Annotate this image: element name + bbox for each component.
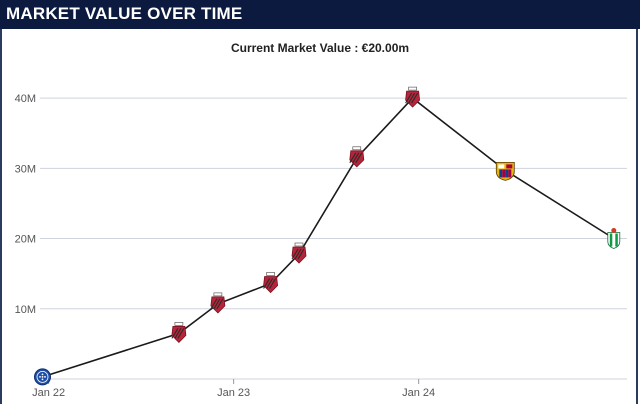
- data-point-athletico-paranaense-crest-icon[interactable]: [349, 146, 365, 168]
- crest-stripe: [508, 169, 512, 178]
- data-point-real-betis-crest-icon[interactable]: [607, 228, 621, 249]
- crest-stripes: [506, 164, 513, 169]
- crest-shield: [607, 232, 621, 249]
- crest-star: [41, 376, 44, 378]
- data-point-athletico-paranaense-crest-icon[interactable]: [263, 272, 279, 294]
- crest-stripe: [355, 152, 363, 164]
- x-tick-label: Jan 23: [217, 387, 250, 399]
- data-point-athletico-paranaense-crest-icon[interactable]: [210, 292, 226, 314]
- series-line: [42, 97, 615, 378]
- crest-stripe: [177, 328, 185, 339]
- crest-stripe: [502, 169, 506, 178]
- x-tick-label: Jan 24: [402, 387, 435, 399]
- crest-banner: [294, 242, 304, 247]
- crest-stripe: [609, 233, 613, 247]
- y-tick-label: 40M: [15, 93, 36, 105]
- crest-crown: [611, 228, 617, 233]
- crest-banner: [352, 146, 362, 151]
- crest-stripe: [210, 298, 218, 310]
- data-point-barcelona-crest-icon[interactable]: [495, 161, 515, 181]
- crest-stripe: [263, 278, 271, 289]
- chart-header: MARKET VALUE OVER TIME: [0, 0, 640, 29]
- data-point-cruzeiro-crest-icon[interactable]: [34, 368, 51, 386]
- crest-cross: [498, 164, 505, 169]
- crest-banner: [174, 322, 184, 326]
- chart-panel: [0, 29, 638, 404]
- crest-stripe: [349, 152, 357, 164]
- crest-stripe: [216, 298, 224, 310]
- y-tick-label: 10M: [15, 304, 36, 316]
- y-tick-label: 20M: [15, 234, 36, 246]
- crest-banner: [213, 292, 223, 297]
- crest-stripe: [266, 278, 274, 289]
- crest-stripe: [269, 278, 277, 289]
- crest-stripe: [405, 92, 413, 104]
- crest-ring: [36, 370, 49, 383]
- data-point-athletico-paranaense-crest-icon[interactable]: [405, 86, 421, 108]
- crest-stripe: [499, 169, 503, 178]
- header-title: MARKET VALUE OVER TIME: [6, 4, 243, 23]
- crest-banner: [266, 272, 275, 276]
- crest-stripe: [408, 92, 416, 104]
- crest-stripe: [352, 152, 360, 164]
- data-point-athletico-paranaense-crest-icon[interactable]: [171, 322, 187, 343]
- crest-stripe: [291, 248, 299, 260]
- crest-stripe: [411, 92, 419, 104]
- crest-banner: [408, 86, 417, 91]
- y-tick-label: 30M: [15, 163, 36, 175]
- crest-stripe: [505, 169, 509, 178]
- crest-star: [41, 378, 44, 381]
- crest-stripe: [174, 328, 182, 339]
- crest-stripe: [213, 298, 221, 310]
- chart-title: Current Market Value : €20.00m: [230, 41, 410, 55]
- crest-stripe: [615, 233, 618, 247]
- crest-stripe: [297, 248, 305, 260]
- crest-star: [41, 373, 44, 376]
- crest-star: [39, 376, 41, 378]
- x-tick-label: Jan 22: [32, 387, 65, 399]
- crest-star: [44, 376, 46, 378]
- crest-stripe: [171, 328, 179, 339]
- crest-stripe: [294, 248, 302, 260]
- data-point-athletico-paranaense-crest-icon[interactable]: [291, 242, 307, 264]
